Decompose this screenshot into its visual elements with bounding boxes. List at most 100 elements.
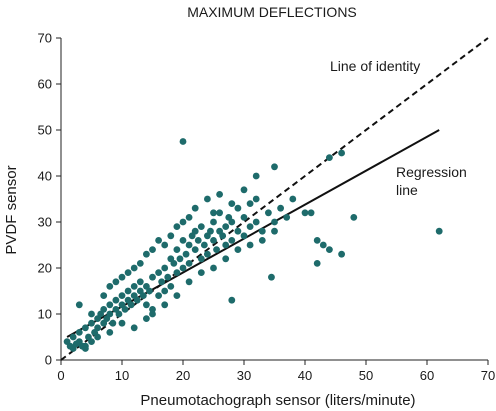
data-point: [167, 232, 175, 240]
data-point: [191, 246, 199, 254]
data-point: [88, 338, 95, 345]
data-point: [191, 227, 199, 235]
data-point: [106, 301, 114, 309]
data-point: [136, 278, 144, 286]
data-point: [130, 264, 138, 272]
data-point: [143, 250, 150, 258]
data-point: [136, 260, 144, 267]
data-point: [149, 310, 156, 318]
data-point: [228, 237, 236, 244]
identity-line: [60, 37, 489, 361]
data-point: [313, 237, 321, 244]
data-point: [246, 241, 254, 249]
x-tick-label: 10: [115, 368, 129, 383]
chart-title: MAXIMUM DEFLECTIONS: [187, 4, 357, 20]
data-point: [240, 186, 248, 194]
x-tick-label: 70: [481, 368, 495, 383]
data-point: [173, 269, 181, 276]
data-point: [307, 209, 315, 217]
data-point: [155, 292, 163, 299]
axes: [56, 37, 489, 365]
data-point: [127, 301, 135, 309]
x-tick-label: 30: [237, 368, 251, 383]
data-point: [139, 292, 147, 299]
data-point: [82, 324, 89, 332]
data-point: [100, 292, 108, 299]
x-tick-label: 20: [176, 368, 190, 383]
x-tick-label: 40: [298, 368, 312, 383]
data-point: [155, 269, 163, 276]
data-point: [106, 310, 114, 318]
data-point: [185, 241, 193, 249]
data-point: [210, 218, 217, 226]
data-point: [234, 246, 242, 254]
data-point: [143, 301, 150, 309]
data-point: [94, 324, 101, 332]
data-point: [179, 138, 187, 145]
data-point: [170, 260, 178, 267]
data-point: [133, 296, 141, 304]
data-point: [179, 264, 187, 272]
data-point: [258, 227, 266, 235]
data-point: [234, 227, 242, 235]
data-point: [326, 154, 333, 162]
tick-labels: 0 10 20 30 40 50 60 70 0 10 20 30 40 50 60 70: [38, 31, 496, 384]
data-point: [289, 195, 297, 203]
data-point: [435, 227, 443, 235]
regression-line-label-1: Regression: [396, 164, 467, 180]
y-tick-label: 70: [38, 31, 52, 46]
data-point: [338, 250, 345, 258]
data-point: [246, 200, 254, 208]
y-tick-label: 40: [38, 169, 52, 184]
x-tick-label: 60: [420, 368, 434, 383]
data-point: [143, 315, 150, 322]
data-point: [319, 241, 327, 249]
data-point: [191, 204, 199, 212]
data-point: [106, 329, 114, 336]
data-point: [301, 209, 309, 217]
data-point: [216, 209, 224, 217]
data-point: [161, 264, 169, 272]
data-point: [185, 260, 193, 267]
data-point: [210, 264, 217, 272]
data-point: [69, 333, 77, 341]
data-point: [240, 232, 248, 240]
data-point: [197, 255, 205, 263]
data-point: [130, 324, 138, 332]
data-point: [146, 287, 153, 295]
data-point: [271, 218, 278, 226]
y-tick-label: 10: [38, 307, 52, 322]
data-point: [179, 218, 187, 226]
data-point: [197, 269, 205, 276]
y-tick-label: 0: [45, 353, 52, 368]
data-point: [112, 278, 120, 286]
x-tick-label: 0: [57, 368, 64, 383]
data-point: [185, 278, 193, 286]
data-point: [268, 273, 275, 281]
data-point: [338, 149, 345, 157]
data-point: [176, 255, 184, 263]
data-point: [109, 319, 117, 327]
data-point: [313, 260, 321, 267]
data-point: [173, 292, 181, 299]
data-point: [258, 237, 266, 244]
data-point: [216, 191, 224, 198]
data-point: [118, 273, 126, 281]
data-point: [149, 273, 156, 281]
data-point: [210, 209, 217, 217]
data-point: [228, 200, 236, 208]
data-point: [228, 218, 236, 226]
data-point: [222, 223, 230, 231]
data-point: [161, 287, 169, 295]
data-point: [124, 287, 132, 295]
data-point: [164, 273, 172, 281]
data-point: [213, 246, 220, 254]
y-tick-label: 30: [38, 215, 52, 230]
data-point: [252, 195, 260, 203]
regression-line-label-2: line: [396, 182, 418, 198]
x-tick-label: 50: [359, 368, 373, 383]
data-point: [350, 214, 358, 221]
data-point: [112, 296, 120, 304]
data-point: [326, 246, 333, 254]
